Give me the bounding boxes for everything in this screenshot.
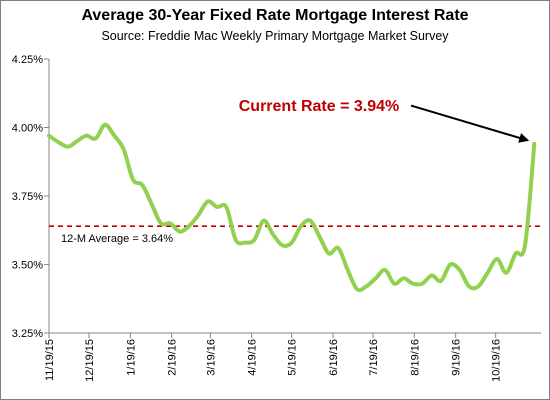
average-reference-label: 12-M Average = 3.64% xyxy=(61,233,173,245)
x-tick-label: 12/19/15 xyxy=(84,339,96,382)
y-axis: 3.25% 3.50% 3.75% 4.00% 4.25% xyxy=(12,54,50,340)
y-tick-label: 4.00% xyxy=(12,123,43,135)
x-tick-label: 4/19/16 xyxy=(247,339,259,376)
x-tick-label: 6/19/16 xyxy=(328,339,340,376)
y-tick-label: 3.50% xyxy=(12,260,43,272)
y-tick-label: 3.75% xyxy=(12,191,43,203)
x-tick-label: 5/19/16 xyxy=(287,339,299,376)
rate-series-line xyxy=(47,122,537,293)
current-rate-arrow xyxy=(410,104,527,141)
x-tick-label: 9/19/16 xyxy=(451,339,463,376)
current-rate-label: Current Rate = 3.94% xyxy=(239,98,400,115)
x-tick-label: 3/19/16 xyxy=(205,339,217,376)
x-tick-label: 7/19/16 xyxy=(368,339,380,376)
x-tick-label: 1/19/16 xyxy=(125,339,137,376)
x-axis: 11/19/15 12/19/15 1/19/16 2/19/16 3/19/16 4/1… xyxy=(44,332,541,382)
y-tick-label: 3.25% xyxy=(12,328,43,340)
chart-title: Average 30-Year Fixed Rate Mortgage Inte… xyxy=(81,7,469,24)
current-rate-annotation: Current Rate = 3.94% xyxy=(239,98,530,143)
x-tick-label: 8/19/16 xyxy=(409,339,421,376)
x-tick-label: 11/19/15 xyxy=(44,339,56,381)
arrow-head-icon xyxy=(518,133,530,143)
chart-subtitle: Source: Freddie Mac Weekly Primary Mortg… xyxy=(101,29,449,43)
y-tick-label: 4.25% xyxy=(12,54,43,66)
series-group xyxy=(47,122,537,293)
average-reference: 12-M Average = 3.64% xyxy=(49,225,541,245)
x-tick-label: 10/19/16 xyxy=(491,339,503,382)
x-tick-label: 2/19/16 xyxy=(167,339,179,376)
